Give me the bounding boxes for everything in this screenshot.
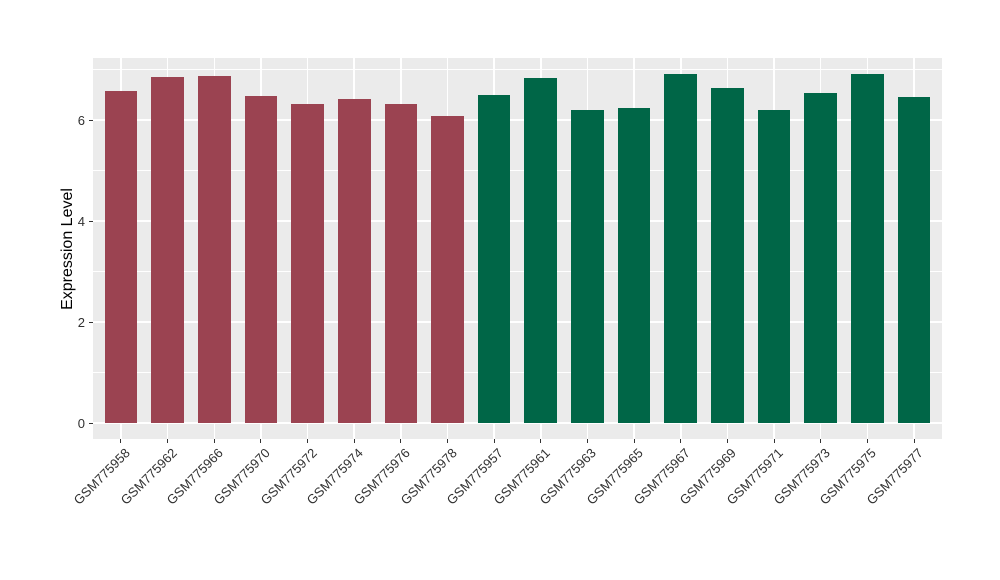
major-gridline: [93, 119, 942, 121]
x-tick-mark: [120, 439, 122, 443]
x-tick-mark: [866, 439, 868, 443]
x-tick-mark: [680, 439, 682, 443]
bar-GSM775966: [197, 76, 231, 423]
minor-gridline: [93, 170, 942, 171]
x-tick-mark: [820, 439, 822, 443]
bar-GSM775972: [291, 103, 324, 423]
y-tick-mark: [89, 422, 93, 424]
bar-GSM775967: [664, 73, 698, 423]
x-tick-mark: [540, 439, 542, 443]
y-tick-label: 6: [77, 112, 85, 128]
minor-gridline: [93, 69, 942, 70]
y-tick-mark: [89, 321, 93, 323]
bar-GSM775969: [711, 88, 744, 423]
x-tick-mark: [633, 439, 635, 443]
x-tick-mark: [353, 439, 355, 443]
bar-GSM775963: [571, 109, 604, 423]
x-tick-mark: [400, 439, 402, 443]
x-tick-mark: [213, 439, 215, 443]
bar-GSM775974: [337, 98, 371, 423]
x-tick-mark: [586, 439, 588, 443]
x-tick-mark: [307, 439, 309, 443]
bar-GSM775965: [617, 108, 651, 423]
x-tick-mark: [260, 439, 262, 443]
bar-GSM775957: [477, 94, 511, 423]
bar-GSM775958: [104, 91, 138, 423]
bar-GSM775971: [757, 109, 791, 423]
minor-gridline: [93, 372, 942, 373]
bar-GSM775973: [804, 93, 838, 423]
bar-GSM775976: [384, 103, 418, 423]
major-gridline: [93, 220, 942, 222]
x-tick-mark: [447, 439, 449, 443]
major-gridline: [93, 422, 942, 424]
minor-gridline: [93, 271, 942, 272]
x-tick-mark: [726, 439, 728, 443]
plot-panel: [93, 58, 942, 439]
x-tick-mark: [493, 439, 495, 443]
y-tick-label: 4: [77, 213, 85, 229]
y-tick-label: 2: [77, 314, 85, 330]
x-tick-mark: [913, 439, 915, 443]
bar-GSM775975: [851, 73, 884, 423]
x-tick-mark: [773, 439, 775, 443]
major-gridline: [93, 321, 942, 323]
bar-GSM775978: [431, 115, 464, 423]
bar-GSM775977: [897, 96, 931, 423]
y-tick-mark: [89, 119, 93, 121]
bar-GSM775970: [244, 95, 278, 423]
y-axis-title: Expression Level: [59, 188, 76, 310]
y-tick-label: 0: [77, 415, 85, 431]
bar-GSM775962: [151, 77, 184, 423]
y-tick-mark: [89, 220, 93, 222]
x-tick-mark: [167, 439, 169, 443]
bar-GSM775961: [524, 78, 558, 423]
